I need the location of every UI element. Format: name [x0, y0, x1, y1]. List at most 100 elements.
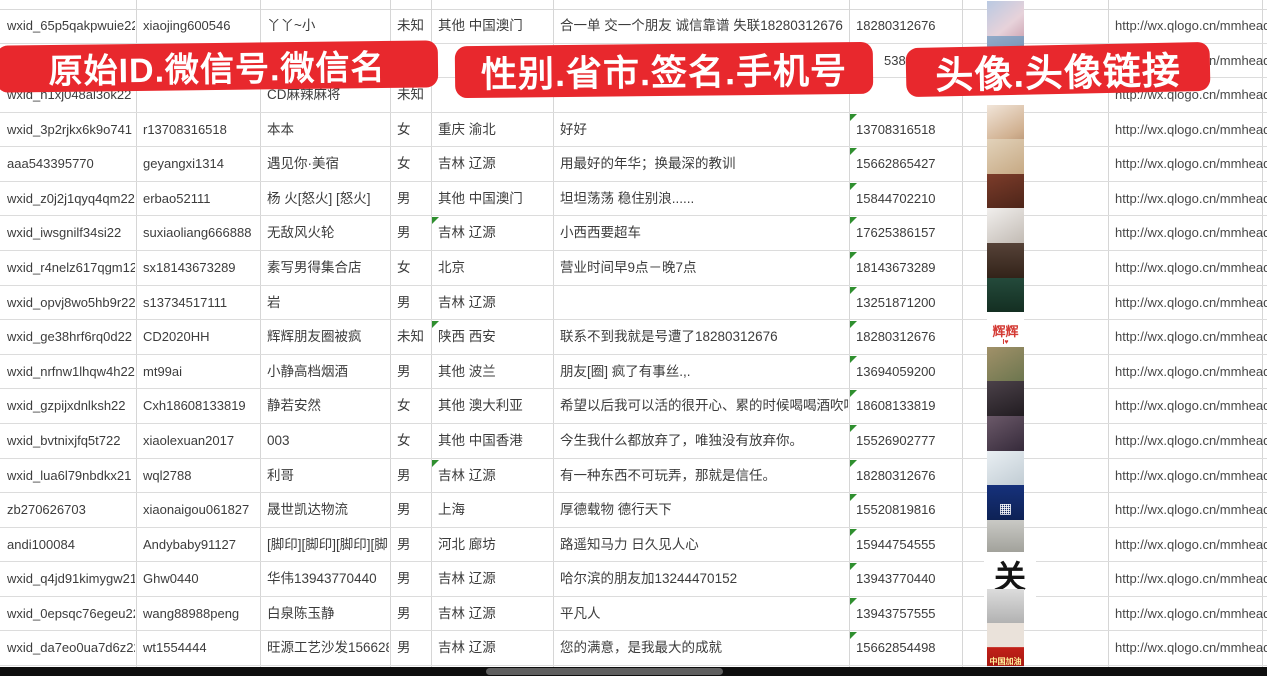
- cell-original-id[interactable]: wxid_3p2rjkx6k9o741: [7, 121, 133, 137]
- cell-avatar-url[interactable]: http://wx.qlogo.cn/mmhead: [1115, 536, 1267, 552]
- cell-region[interactable]: 北京: [438, 260, 465, 276]
- cell-avatar-url[interactable]: http://wx.qlogo.cn/mmhead: [1115, 294, 1267, 310]
- cell-wechat-name[interactable]: 辉辉朋友圈被疯: [267, 329, 362, 345]
- cell-wechat-name[interactable]: 003: [267, 432, 290, 448]
- cell-signature[interactable]: 朋友[圈] 疯了有事丝.,.: [560, 363, 691, 379]
- cell-avatar-url[interactable]: http://wx.qlogo.cn/mmhead: [1115, 225, 1267, 241]
- cell-region[interactable]: 河北 廊坊: [438, 536, 496, 552]
- cell-original-id[interactable]: wxid_r4nelz617qgm12: [7, 260, 135, 276]
- cell-gender[interactable]: 女: [397, 121, 411, 137]
- cell-region[interactable]: 其他 中国澳门: [438, 18, 523, 33]
- cell-signature[interactable]: 您的满意，是我最大的成就: [560, 640, 722, 656]
- cell-signature[interactable]: 坦坦荡荡 稳住别浪......: [560, 190, 695, 206]
- cell-region[interactable]: 其他 澳大利亚: [438, 398, 523, 414]
- cell-wechat-id[interactable]: wt1554444: [143, 640, 207, 656]
- cell-gender[interactable]: 男: [397, 502, 411, 518]
- cell-wechat-id[interactable]: xiaolexuan2017: [143, 432, 235, 448]
- cell-region[interactable]: 吉林 辽源: [438, 225, 496, 241]
- cell-wechat-id[interactable]: suxiaoliang666888: [143, 225, 252, 241]
- cell-phone[interactable]: 15526902777: [856, 432, 936, 448]
- cell-gender[interactable]: 男: [397, 605, 411, 621]
- cell-phone[interactable]: 18280312676: [856, 329, 936, 345]
- cell-region[interactable]: 上海: [438, 502, 465, 518]
- cell-original-id[interactable]: wxid_nrfnw1lhqw4h22: [7, 363, 135, 379]
- cell-original-id[interactable]: wxid_ge38hrf6rq0d22: [7, 329, 133, 345]
- cell-phone[interactable]: 15520819816: [856, 502, 936, 518]
- cell-gender[interactable]: 男: [397, 536, 411, 552]
- cell-signature[interactable]: 联系不到我就是号遭了18280312676: [560, 329, 778, 345]
- cell-avatar-url[interactable]: http://wx.qlogo.cn/mmhead: [1115, 467, 1267, 483]
- cell-wechat-id[interactable]: geyangxi1314: [143, 156, 224, 172]
- cell-signature[interactable]: 今生我什么都放弃了，唯独没有放弃你。: [560, 432, 803, 448]
- cell-signature[interactable]: 路遥知马力 日久见人心: [560, 536, 699, 552]
- cell-avatar-url[interactable]: http://wx.qlogo.cn/mmhead: [1115, 260, 1267, 276]
- cell-phone[interactable]: 18143673289: [856, 260, 936, 276]
- cell-avatar-url[interactable]: http://wx.qlogo.cn/mmhead: [1115, 432, 1267, 448]
- cell-phone[interactable]: 13694059200: [856, 363, 936, 379]
- cell-wechat-id[interactable]: mt99ai: [143, 363, 183, 379]
- cell-gender[interactable]: 男: [397, 467, 411, 483]
- cell-region[interactable]: 其他 波兰: [438, 363, 496, 379]
- cell-signature[interactable]: 小西西要超车: [560, 225, 641, 241]
- cell-phone[interactable]: 13943770440: [856, 571, 936, 587]
- cell-wechat-name[interactable]: 岩: [267, 294, 281, 310]
- cell-phone[interactable]: 18608133819: [856, 398, 936, 414]
- cell-region[interactable]: 吉林 辽源: [438, 467, 496, 483]
- cell-region[interactable]: 吉林 辽源: [438, 294, 496, 310]
- cell-phone[interactable]: 18280312676: [856, 18, 936, 33]
- cell-region[interactable]: 陕西 西安: [438, 329, 496, 345]
- cell-wechat-name[interactable]: 静若安然: [267, 398, 321, 414]
- cell-original-id[interactable]: wxid_bvtnixjfq5t722: [7, 432, 121, 448]
- cell-avatar-url[interactable]: http://wx.qlogo.cn/mmhead: [1115, 605, 1267, 621]
- cell-original-id[interactable]: wxid_65p5qakpwuie22: [7, 18, 135, 33]
- cell-wechat-name[interactable]: 素写男得集合店: [267, 260, 362, 276]
- cell-original-id[interactable]: wxid_da7eo0ua7d6z22: [7, 640, 135, 656]
- cell-original-id[interactable]: wxid_z0j2j1qyq4qm22: [7, 190, 135, 206]
- cell-wechat-name[interactable]: 小静高档烟酒: [267, 363, 348, 379]
- cell-original-id[interactable]: wxid_gzpijxdnlksh22: [7, 398, 126, 414]
- cell-gender[interactable]: 男: [397, 190, 411, 206]
- cell-phone[interactable]: 15844702210: [856, 190, 936, 206]
- cell-region[interactable]: 吉林 辽源: [438, 571, 496, 587]
- cell-wechat-id[interactable]: Cxh18608133819: [143, 398, 246, 414]
- cell-wechat-id[interactable]: xiaonaigou061827: [143, 502, 250, 518]
- cell-wechat-id[interactable]: erbao52111: [143, 190, 211, 206]
- cell-wechat-id[interactable]: Ghw0440: [143, 571, 199, 587]
- cell-original-id[interactable]: wxid_0epsqc76egeu22: [7, 605, 135, 621]
- cell-wechat-name[interactable]: 本本: [267, 121, 294, 137]
- cell-avatar-url[interactable]: http://wx.qlogo.cn/mmhead: [1115, 571, 1267, 587]
- cell-original-id[interactable]: aaa543395770: [7, 156, 94, 172]
- cell-phone[interactable]: 13251871200: [856, 294, 936, 310]
- cell-original-id[interactable]: wxid_opvj8wo5hb9r22: [7, 294, 135, 310]
- cell-gender[interactable]: 男: [397, 640, 411, 656]
- cell-wechat-id[interactable]: wql2788: [143, 467, 192, 483]
- cell-wechat-id[interactable]: xiaojing600546: [143, 18, 231, 33]
- cell-region[interactable]: 吉林 辽源: [438, 605, 496, 621]
- cell-region[interactable]: 吉林 辽源: [438, 156, 496, 172]
- cell-wechat-name[interactable]: 利哥: [267, 467, 294, 483]
- cell-phone[interactable]: 13708316518: [856, 121, 936, 137]
- cell-phone[interactable]: 18280312676: [856, 467, 936, 483]
- cell-original-id[interactable]: andi100084: [7, 536, 75, 552]
- cell-signature[interactable]: 合一单 交一个朋友 诚信靠谱 失联18280312676: [560, 18, 843, 33]
- cell-region[interactable]: 吉林 辽源: [438, 640, 496, 656]
- cell-original-id[interactable]: wxid_iwsgnilf34si22: [7, 225, 122, 241]
- cell-phone[interactable]: 15944754555: [856, 536, 936, 552]
- cell-phone[interactable]: 15662854498: [856, 640, 936, 656]
- cell-avatar-url[interactable]: http://wx.qlogo.cn/mmhead: [1115, 363, 1267, 379]
- cell-avatar-url[interactable]: http://wx.qlogo.cn/mmhead: [1115, 121, 1267, 137]
- cell-gender[interactable]: 男: [397, 294, 411, 310]
- cell-original-id[interactable]: wxid_lua6l79nbdkx21: [7, 467, 132, 483]
- cell-region[interactable]: 其他 中国香港: [438, 432, 523, 448]
- cell-gender[interactable]: 女: [397, 156, 411, 172]
- cell-signature[interactable]: 营业时间早9点－晚7点: [560, 260, 697, 276]
- cell-wechat-id[interactable]: sx18143673289: [143, 260, 236, 276]
- cell-wechat-name[interactable]: 旺源工艺沙发15662854: [267, 640, 389, 656]
- cell-wechat-id[interactable]: Andybaby91127: [143, 536, 237, 552]
- cell-signature[interactable]: 平凡人: [560, 605, 601, 621]
- cell-gender[interactable]: 女: [397, 432, 411, 448]
- cell-signature[interactable]: 希望以后我可以活的很开心、累的时候喝喝酒吹吹[: [560, 398, 848, 414]
- cell-signature[interactable]: 哈尔滨的朋友加13244470152: [560, 571, 738, 587]
- cell-phone[interactable]: 15662865427: [856, 156, 936, 172]
- cell-region[interactable]: 其他 中国澳门: [438, 190, 523, 206]
